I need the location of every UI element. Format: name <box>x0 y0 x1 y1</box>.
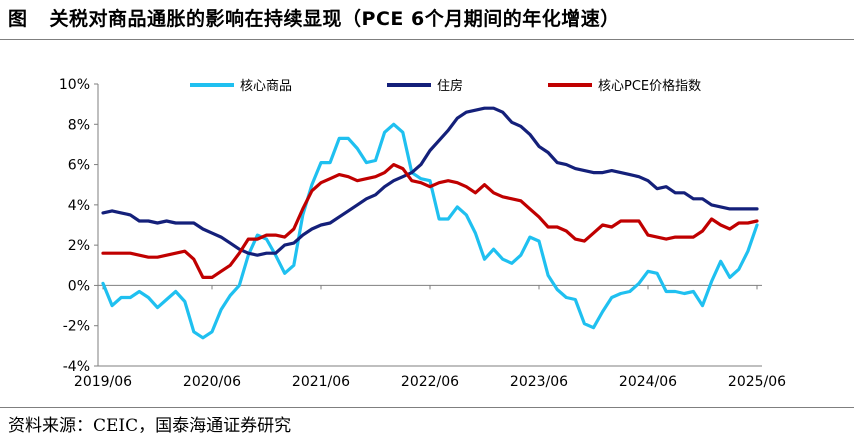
y-tick-label: 10% <box>59 77 90 93</box>
legend-label-3: 核心PCE价格指数 <box>598 78 701 94</box>
legend-label-2: 住房 <box>437 78 463 94</box>
title-divider <box>0 39 854 40</box>
x-tick-label: 2020/06 <box>183 374 241 390</box>
y-tick-label: 8% <box>68 117 90 133</box>
x-tick-label: 2021/06 <box>292 374 350 390</box>
x-tick-label: 2019/06 <box>74 374 132 390</box>
line-chart: -4% -2% 0% 2% 4% 6% 8% 10% 2019/06 2020/06 2021/06… <box>59 77 786 390</box>
x-tick-label: 2025/06 <box>728 374 786 390</box>
series-line-3 <box>101 163 759 279</box>
source-divider <box>0 407 854 408</box>
legend-label-1: 核心商品 <box>240 79 292 94</box>
y-tick-label: 2% <box>68 238 90 254</box>
y-tick-label: 4% <box>68 198 90 214</box>
y-tick-label: -4% <box>63 359 90 375</box>
figure-title: 关税对商品通胀的影响在持续显现（PCE 6个月期间的年化增速） <box>49 8 620 30</box>
source-note: 资料来源：CEIC，国泰海通证券研究 <box>8 416 292 436</box>
figure-label: 图 <box>8 8 28 30</box>
x-tick-label: 2022/06 <box>401 374 459 390</box>
x-tick-label: 2023/06 <box>510 374 568 390</box>
y-tick-label: 0% <box>68 278 90 294</box>
series-line-2 <box>101 106 759 257</box>
chart-title: 图关税对商品通胀的影响在持续显现（PCE 6个月期间的年化增速） <box>8 4 620 31</box>
y-tick-label: 6% <box>68 158 90 174</box>
x-tick-label: 2024/06 <box>619 374 677 390</box>
y-tick-label: -2% <box>63 319 90 335</box>
series-line-1 <box>101 122 759 340</box>
